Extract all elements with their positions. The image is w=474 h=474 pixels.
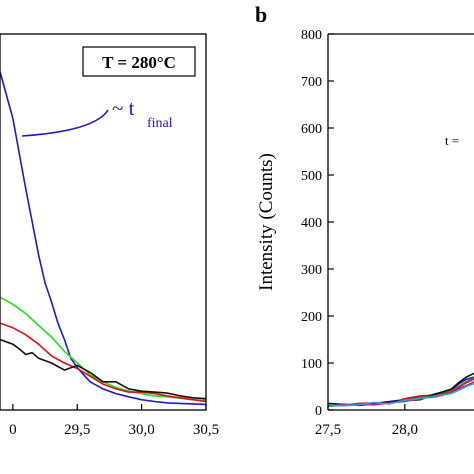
panel-b-y-axis: 0 100 200 300 400 500 600 700 800 [301, 28, 334, 419]
panel-b-annotation-label: t = [445, 133, 459, 148]
y-tick-label: 800 [301, 28, 322, 43]
panel-a-annotation-box: T = 280°C [82, 46, 196, 77]
y-tick-label: 700 [301, 75, 322, 90]
panel-a-frame [0, 33, 207, 411]
y-tick-label: 500 [301, 169, 322, 184]
panel-b-x-axis: 27,5 28,0 [315, 404, 418, 438]
x-tick-label: 30,5 [193, 422, 219, 438]
x-tick-label: 28,0 [392, 422, 418, 438]
y-tick-label: 400 [301, 216, 322, 231]
panel-a-x-axis: 0 29,5 30,0 30,5 [9, 404, 219, 438]
y-tick-label: 0 [315, 404, 322, 419]
x-tick-label: 29,5 [64, 422, 90, 438]
annotation-box-text: T = 280°C [102, 53, 176, 72]
panel-a-series [0, 71, 206, 406]
y-tick-label: 100 [301, 357, 322, 372]
x-tick-label: 30,0 [129, 422, 155, 438]
panel-a: 0 29,5 30,0 30,5 T = 280°C ~ t final [0, 33, 219, 438]
y-tick-label: 200 [301, 310, 322, 325]
panel-b-series [328, 372, 474, 407]
y-tick-label: 300 [301, 263, 322, 278]
panel-a-series-line-4 [0, 338, 206, 400]
x-tick-label: 27,5 [315, 422, 341, 438]
y-tick-label: 600 [301, 122, 322, 137]
panel-b-label: b [255, 2, 267, 27]
panel-a-series-line-3 [0, 322, 206, 403]
panel-a-series-line-1 [0, 71, 206, 406]
panel-b: b 0 100 200 300 400 500 600 700 800 27,5 28,0 Int… [255, 2, 474, 438]
panel-b-y-axis-label: Intensity (Counts) [256, 153, 277, 291]
annotation-label-subscript: final [147, 116, 173, 131]
annotation-box-frame [82, 46, 196, 77]
annotation-arrow-line [21, 109, 109, 137]
annotation-label: ~ t [112, 96, 135, 120]
x-tick-label: 0 [9, 422, 17, 438]
panel-b-series-line-6 [328, 382, 474, 407]
